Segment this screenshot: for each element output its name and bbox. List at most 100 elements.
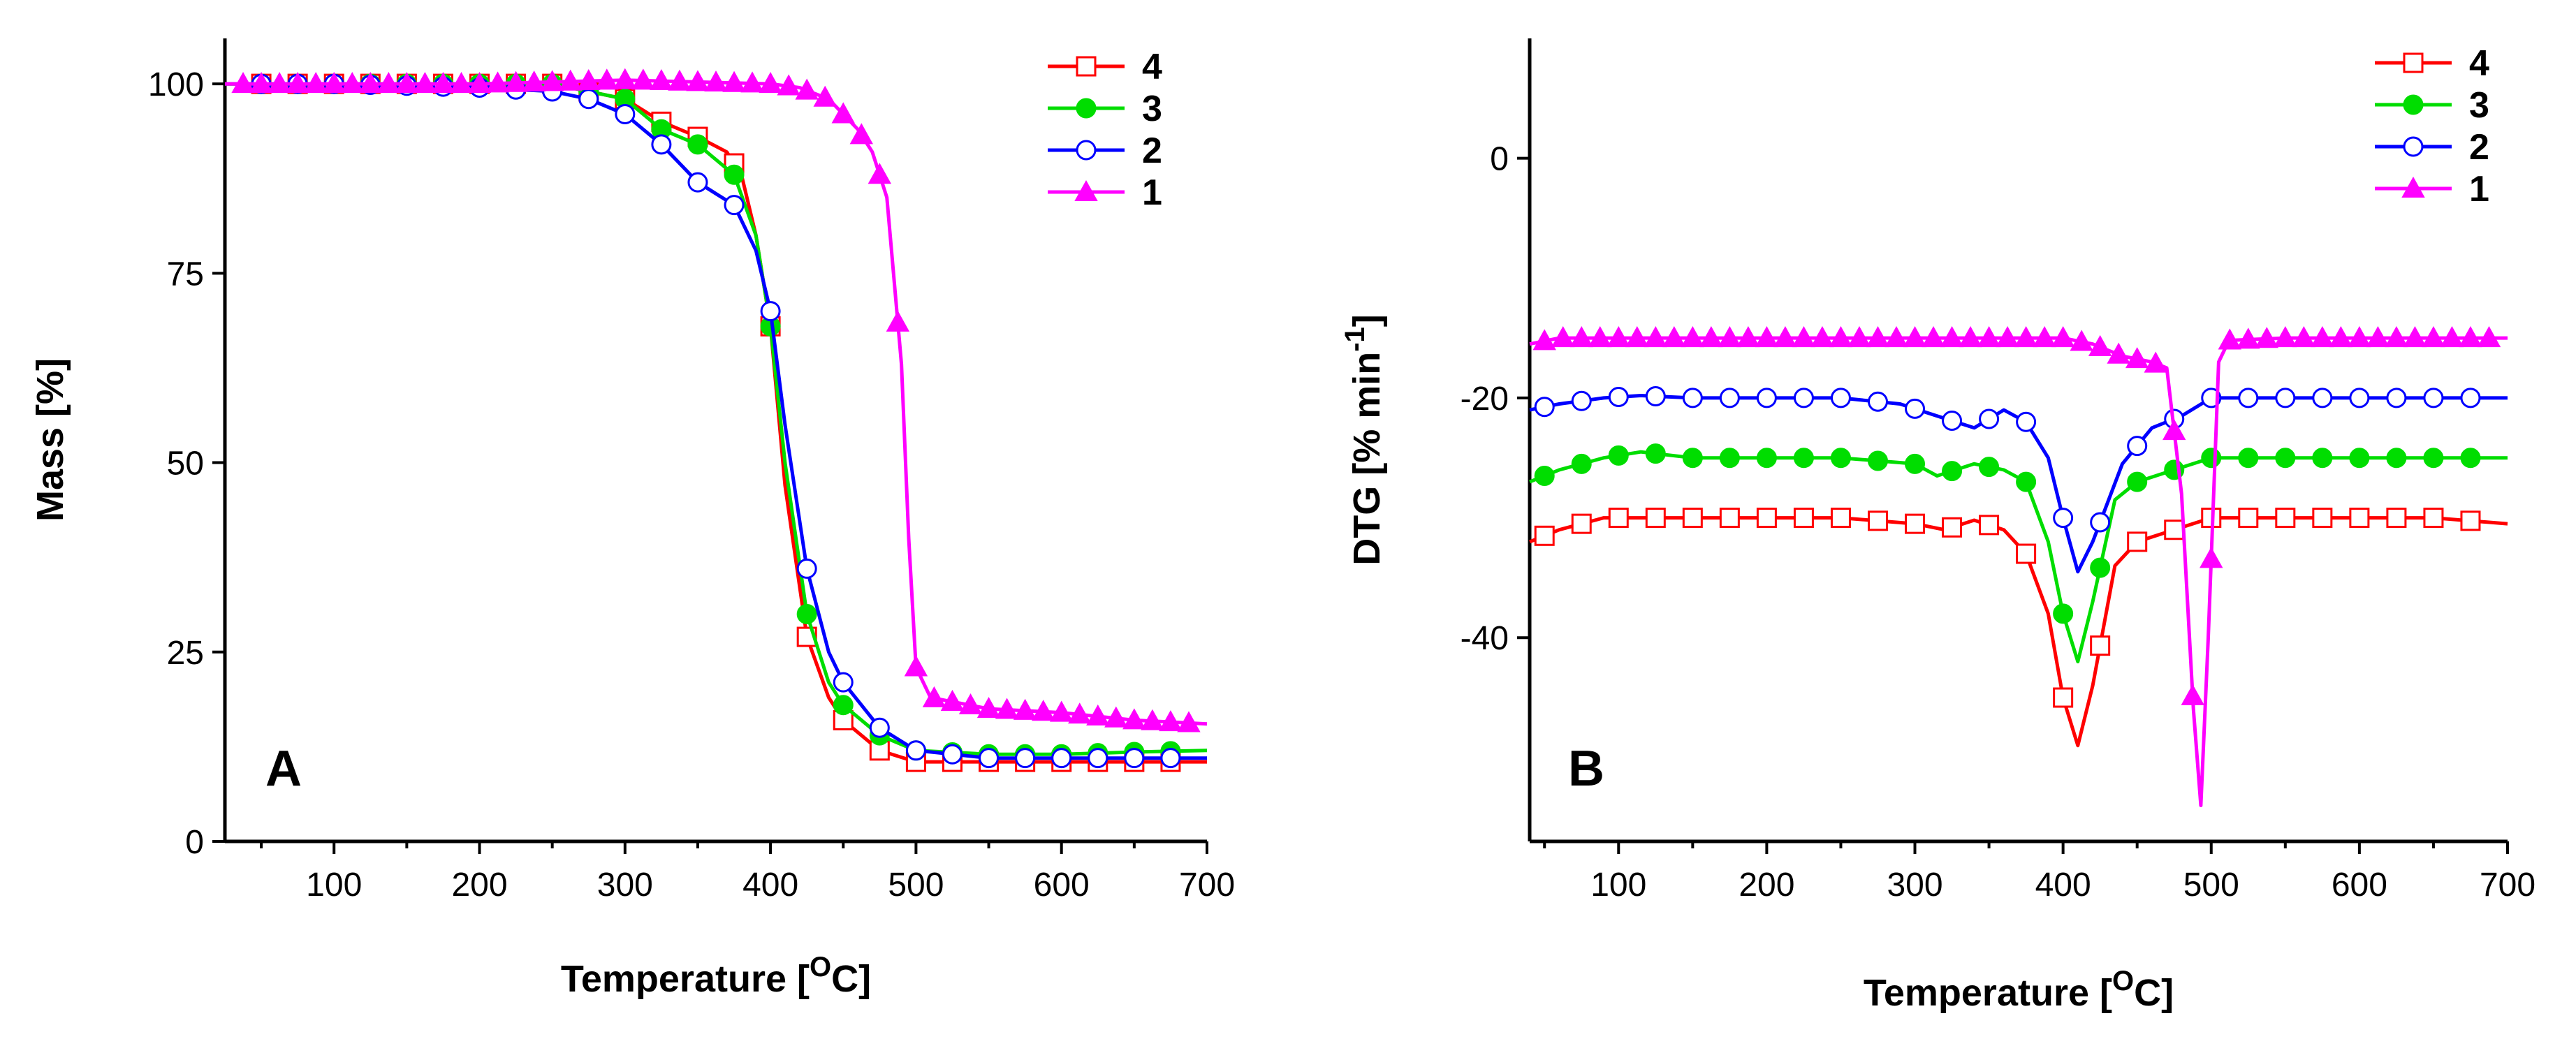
series-1-point [1773,326,1797,348]
legend-marker-3 [1076,98,1097,119]
series-1-point [449,72,474,94]
series-2-point [2016,411,2037,432]
series-4-point [2460,510,2481,531]
x-tick-label: 200 [1739,867,1794,904]
series-2-point [2053,508,2074,529]
series-1-point [2385,326,2408,348]
series-2-point [979,748,1000,769]
series-1-point [1922,326,1945,348]
series-3-point [724,164,745,185]
legend-label-2: 2 [1142,131,1162,171]
series-4-point [1719,508,1740,529]
panel-b-dtg-chart: 100 200 300 400 500 600 700 -40 -20 0 Temperature … [1340,38,2535,1014]
series-1-point [2403,326,2427,348]
series-2-point [1088,748,1108,769]
series-1-point [722,71,746,92]
series-3-point [1682,448,1703,469]
y-tick-label: 50 [167,445,204,482]
series-1-point [1104,706,1128,728]
series-1-point [2051,326,2075,348]
series-1-point [1031,700,1055,721]
series-3-line [225,82,1208,756]
series-1-point [2162,419,2186,441]
series-4-point [2127,531,2148,552]
series-3-point [687,134,708,155]
series-3-point [2053,603,2074,624]
x-tick-label: 600 [1034,867,1090,904]
series-1-point [1718,326,1742,348]
series-1-point [340,72,364,94]
series-1-point [1885,326,1908,348]
x-axis-title: Temperature [OC] [561,952,871,1000]
legend-label-3: 3 [2469,85,2489,126]
series-1-point [795,78,819,100]
series-2-point [1682,388,1703,408]
series-3-point [1830,448,1851,469]
series-3-point [1793,448,1814,469]
x-tick-label: 500 [888,867,944,904]
series-4-point [2053,687,2074,708]
series-2-point [578,89,599,110]
series-3-point [1867,450,1888,471]
series-1-point [2422,326,2445,348]
series-3-group [225,73,1208,765]
series-1-point [759,72,782,94]
series-1-point [1588,326,1612,348]
series-1-group [225,68,1208,732]
series-1-point [559,69,583,91]
legend-label-4: 4 [2469,43,2489,84]
series-3-point [796,604,817,625]
x-tick-label: 300 [597,867,653,904]
series-1-point [995,698,1019,719]
series-1-point [1866,326,1890,348]
series-1-point [413,72,437,94]
series-4-point [1756,508,1777,529]
legend-label-3: 3 [1142,89,1162,129]
series-1-point [358,72,382,94]
series-1-point [813,85,837,107]
series-1-point [886,310,910,332]
series-1-point [849,123,873,145]
x-tick-label: 700 [2480,867,2535,904]
series-4-point [1534,525,1555,546]
series-2-point [833,672,854,693]
series-1-point [286,72,309,94]
series-1-point [504,71,528,92]
series-1-point [2348,326,2371,348]
series-1-point [1141,709,1164,730]
series-1-line [225,78,1208,726]
series-1-point [1810,326,1834,348]
series-1-point [1532,329,1556,351]
series-2-point [651,134,672,155]
series-4-point [1793,508,1814,529]
series-1-point [1607,326,1630,348]
x-tick-label: 100 [306,867,362,904]
series-1-point [1662,326,1686,348]
legend-marker-4 [2403,52,2424,73]
series-2-point [2349,388,2370,408]
series-1-point [577,68,601,91]
series-2-point [760,301,781,322]
series-2-point [615,103,636,124]
series-1-point [1068,702,1092,724]
series-1-point [2144,351,2167,373]
x-tick-label: 300 [1887,867,1942,904]
series-4-point [2349,508,2370,529]
series-4-point [1830,508,1851,529]
series-4-point [1867,510,1888,531]
y-tick-label: 25 [167,635,204,672]
series-4-group [1529,508,2508,748]
series-3-point [1979,457,2000,478]
series-2-point [2386,388,2407,408]
series-1-point [1977,326,2001,348]
series-1-point [2125,347,2149,369]
series-1-point [1551,326,1575,348]
series-1-point [631,68,655,90]
series-1-point [958,693,983,715]
series-1-point [1699,326,1723,348]
series-1-point [2292,326,2316,348]
series-2-point [2238,388,2259,408]
series-1-point [2218,328,2241,350]
